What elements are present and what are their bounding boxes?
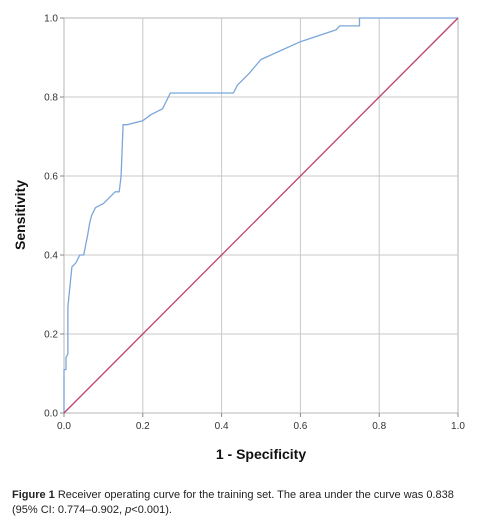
y-tick-label: 0.0 [44, 409, 58, 420]
y-tick-labels: 0.0 0.2 0.4 0.6 0.8 1.0 [44, 14, 58, 420]
caption-figure-label: Figure 1 [12, 489, 55, 501]
series-lines [63, 17, 459, 414]
caption-p-symbol: p [125, 504, 132, 516]
x-tick-label: 1.0 [451, 421, 465, 432]
y-axis-title: Sensitivity [12, 180, 28, 250]
x-tick-label: 0.8 [372, 421, 386, 432]
x-tick-label: 0.2 [136, 421, 150, 432]
caption-text-end: <0.001). [131, 504, 172, 516]
gridlines [60, 17, 459, 417]
x-tick-label: 0.6 [293, 421, 307, 432]
reference-diagonal-line [63, 17, 459, 414]
x-axis-title: 1 - Specificity [216, 446, 306, 462]
figure-caption: Figure 1 Receiver operating curve for th… [12, 488, 478, 518]
caption-text: Receiver operating curve for the trainin… [12, 489, 454, 516]
x-tick-label: 0.0 [57, 421, 71, 432]
y-tick-label: 1.0 [44, 14, 58, 25]
roc-chart: 0.0 0.2 0.4 0.6 0.8 1.0 0.0 0.2 0.4 0.6 0.8 1.0 1 … [12, 14, 465, 463]
y-tick-label: 0.6 [44, 172, 58, 183]
y-tick-label: 0.8 [44, 93, 58, 104]
y-tick-label: 0.4 [44, 251, 58, 262]
x-tick-labels: 0.0 0.2 0.4 0.6 0.8 1.0 [57, 421, 465, 432]
x-tick-label: 0.4 [215, 421, 229, 432]
y-tick-label: 0.2 [44, 330, 58, 341]
roc-curve-line [63, 17, 458, 413]
